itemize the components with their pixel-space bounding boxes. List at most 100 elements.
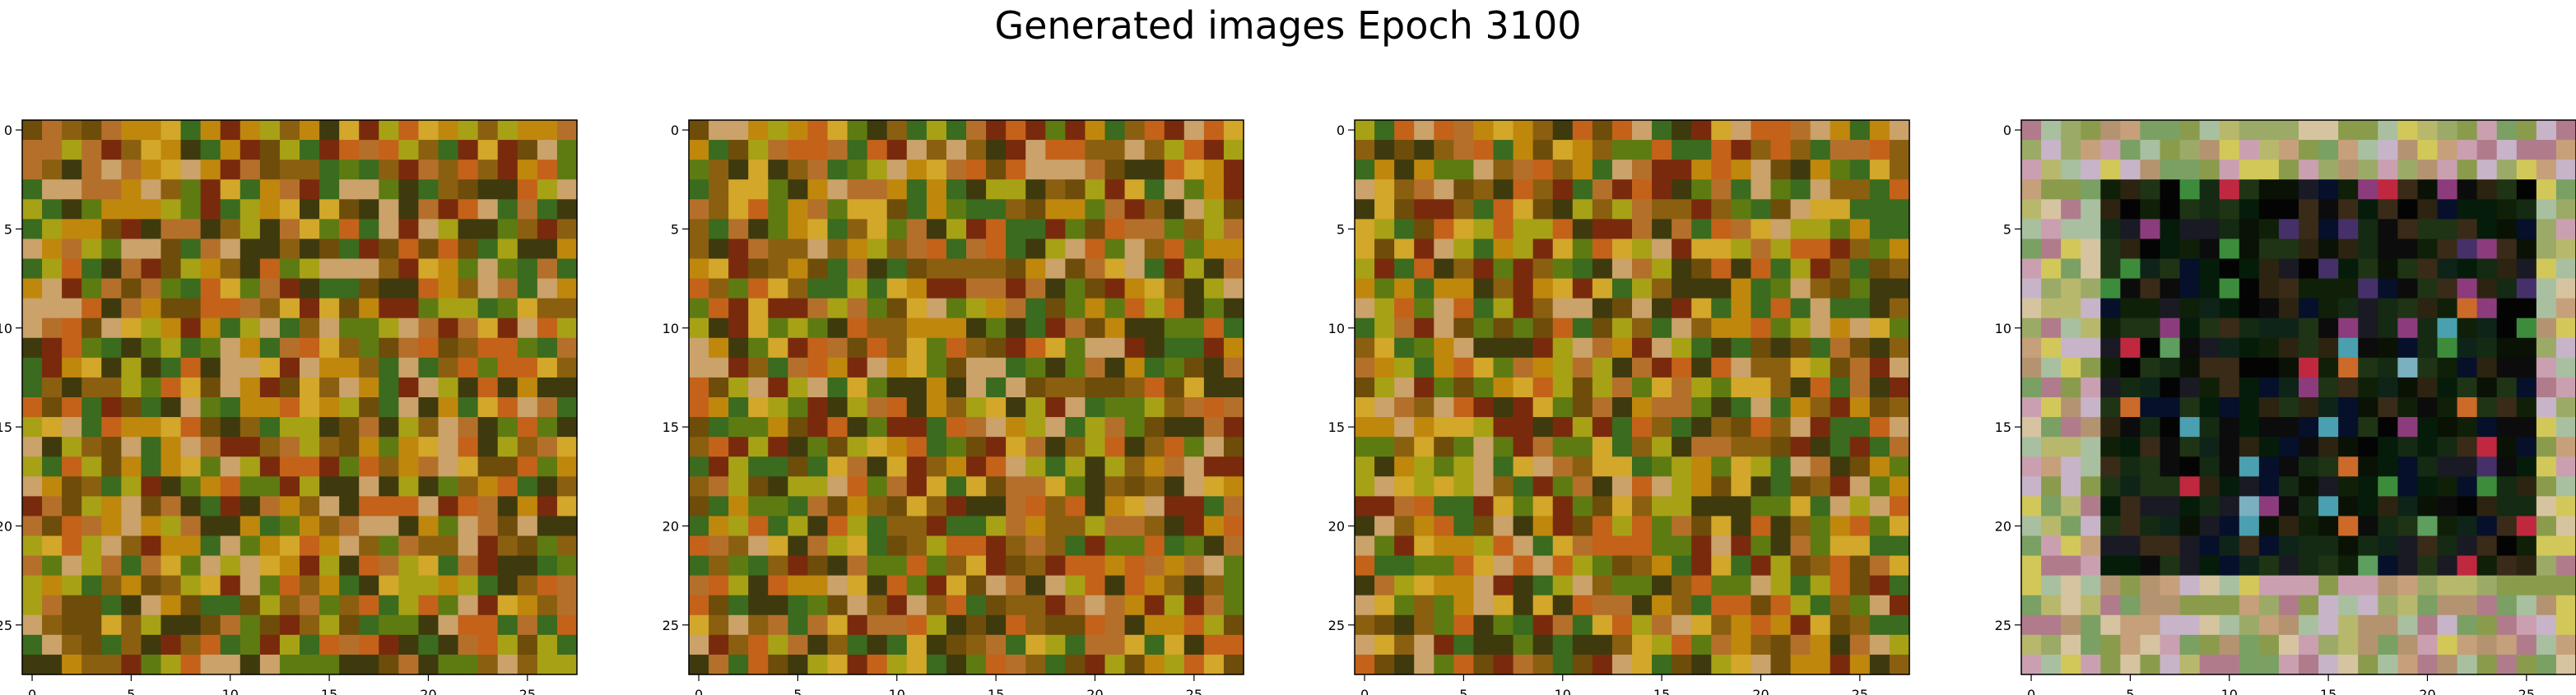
- pixel-cell: [1751, 239, 1772, 260]
- pixel-cell: [1611, 337, 1633, 359]
- pixel-cell: [239, 179, 261, 200]
- pixel-cell: [160, 357, 182, 378]
- pixel-cell: [2219, 317, 2240, 339]
- pixel-cell: [2457, 614, 2478, 636]
- pixel-cell: [2258, 535, 2280, 557]
- pixel-cell: [748, 258, 769, 280]
- pixel-cell: [748, 456, 769, 477]
- pixel-cell: [438, 337, 459, 359]
- pixel-cell: [2437, 516, 2458, 537]
- pixel-cell: [2299, 120, 2319, 141]
- pixel-cell: [728, 120, 749, 141]
- pixel-cell: [807, 179, 829, 200]
- pixel-cell: [748, 278, 769, 299]
- pixel-cell: [1183, 654, 1205, 675]
- pixel-cell: [1711, 258, 1732, 280]
- pixel-cell: [847, 239, 868, 260]
- pixel-cell: [2140, 634, 2161, 656]
- pixel-cell: [319, 535, 340, 557]
- pixel-cell: [1770, 357, 1792, 378]
- pixel-cell: [2278, 634, 2299, 656]
- pixel-cell: [220, 535, 241, 557]
- pixel-cell: [2555, 654, 2576, 675]
- pixel-cell: [2258, 258, 2280, 280]
- pixel-cell: [1394, 535, 1415, 557]
- pixel-cell: [2100, 120, 2121, 141]
- pixel-cell: [160, 160, 182, 180]
- pixel-cell: [1104, 199, 1126, 220]
- pixel-cell: [2338, 555, 2359, 577]
- pixel-cell: [2258, 317, 2280, 339]
- pixel-cell: [101, 437, 122, 457]
- pixel-cell: [2338, 417, 2359, 438]
- pixel-cell: [2199, 516, 2220, 537]
- pixel-cell: [2179, 337, 2201, 359]
- pixel-cell: [121, 476, 142, 497]
- pixel-cell: [141, 496, 162, 517]
- pixel-cell: [477, 199, 499, 220]
- pixel-cell: [1164, 614, 1185, 636]
- pixel-cell: [847, 397, 868, 418]
- pixel-cell: [2278, 575, 2299, 596]
- pixel-cell: [728, 634, 749, 656]
- pixel-cell: [2397, 298, 2419, 319]
- pixel-cell: [1183, 377, 1205, 398]
- pixel-cell: [259, 476, 281, 497]
- pixel-cell: [1592, 179, 1613, 200]
- pixel-cell: [239, 298, 261, 319]
- pixel-cell: [1183, 337, 1205, 359]
- pixel-cell: [1611, 357, 1633, 378]
- pixel-cell: [477, 456, 499, 477]
- pixel-cell: [807, 575, 829, 596]
- pixel-cell: [1434, 357, 1454, 378]
- pixel-cell: [1849, 160, 1871, 180]
- pixel-cell: [517, 140, 538, 160]
- pixel-cell: [239, 555, 261, 577]
- pixel-cell: [1473, 239, 1495, 260]
- pixel-cell: [1223, 456, 1244, 477]
- pixel-cell: [1025, 239, 1046, 260]
- y-tick-label: 25: [0, 618, 12, 633]
- pixel-cell: [556, 476, 578, 497]
- pixel-cell: [1552, 357, 1574, 378]
- pixel-cell: [101, 397, 122, 418]
- pixel-cell: [1104, 337, 1126, 359]
- pixel-cell: [339, 496, 360, 517]
- pixel-cell: [1770, 575, 1792, 596]
- pixel-cell: [1731, 437, 1752, 457]
- pixel-cell: [180, 476, 202, 497]
- pixel-cell: [62, 397, 82, 418]
- pixel-cell: [121, 595, 142, 616]
- pixel-cell: [537, 397, 558, 418]
- pixel-cell: [2536, 437, 2557, 457]
- pixel-cell: [1830, 337, 1851, 359]
- pixel-cell: [259, 278, 281, 299]
- pixel-cell: [2219, 357, 2240, 378]
- pixel-cell: [220, 377, 241, 398]
- pixel-cell: [2219, 140, 2240, 160]
- pixel-cell: [827, 496, 849, 517]
- pixel-cell: [1652, 535, 1672, 557]
- pixel-cell: [359, 140, 379, 160]
- pixel-cell: [1374, 239, 1395, 260]
- pixel-cell: [1652, 575, 1672, 596]
- pixel-cell: [728, 595, 749, 616]
- x-tick-label: 0: [28, 687, 36, 695]
- pixel-cell: [728, 654, 749, 675]
- pixel-cell: [1434, 278, 1454, 299]
- pixel-cell: [220, 160, 241, 180]
- pixel-cell: [2318, 160, 2339, 180]
- pixel-cell: [2199, 298, 2220, 319]
- pixel-cell: [101, 516, 122, 537]
- pixel-cell: [2041, 199, 2062, 220]
- pixel-cell: [259, 456, 281, 477]
- pixel-cell: [2160, 120, 2181, 141]
- pixel-cell: [2021, 317, 2042, 339]
- pixel-cell: [1124, 516, 1146, 537]
- pixel-cell: [1374, 654, 1395, 675]
- pixel-cell: [2021, 278, 2042, 299]
- pixel-cell: [1124, 219, 1146, 240]
- pixel-cell: [1751, 634, 1772, 656]
- pixel-cell: [160, 654, 182, 675]
